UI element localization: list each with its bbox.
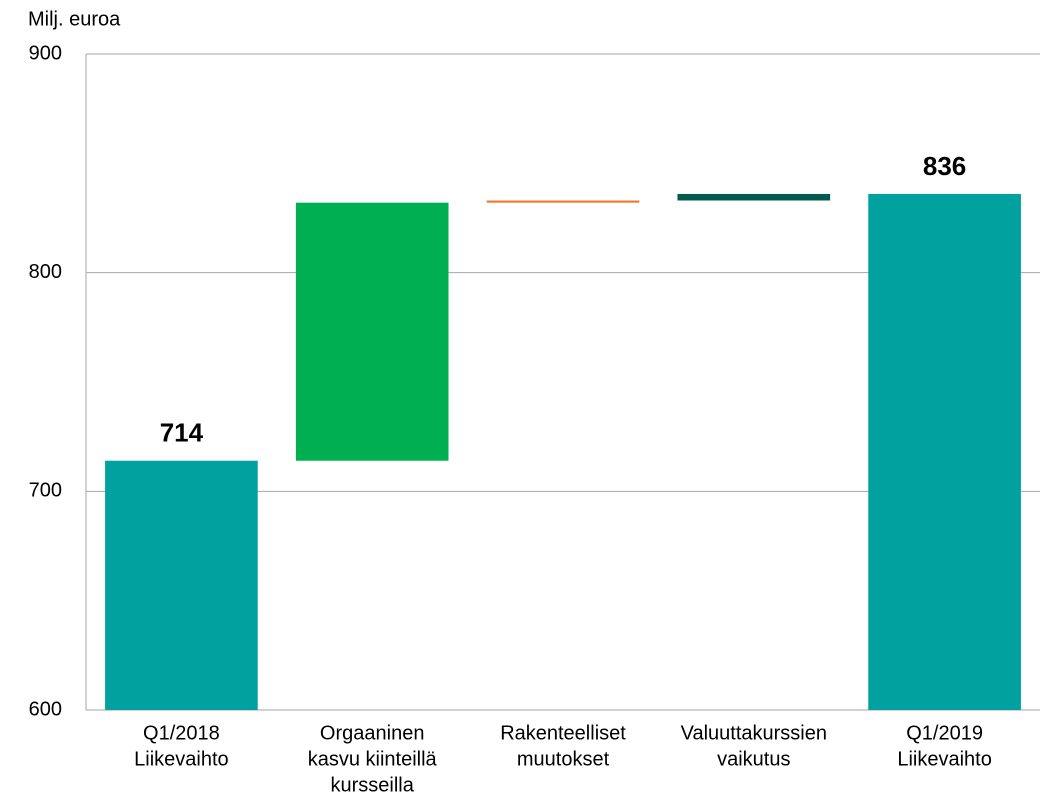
bar — [677, 193, 831, 201]
x-tick-label: muutokset — [517, 748, 610, 770]
y-tick-label: 600 — [29, 698, 62, 720]
data-label: 836 — [923, 151, 966, 181]
x-tick-label: vaikutus — [717, 748, 790, 770]
x-tick-label: Orgaaninen — [320, 722, 425, 744]
x-tick-label: Rakenteelliset — [500, 722, 626, 744]
bar — [105, 460, 258, 710]
x-tick-label: Q1/2019 — [906, 722, 983, 744]
bar — [295, 202, 449, 461]
y-axis-label: Milj. euroa — [28, 8, 121, 30]
y-tick-label: 700 — [29, 480, 62, 502]
x-tick-label: Q1/2018 — [143, 722, 220, 744]
bar — [868, 193, 1021, 711]
x-tick-label: kasvu kiinteillä — [308, 748, 438, 770]
y-tick-label: 900 — [29, 42, 62, 64]
x-tick-label: Liikevaihto — [134, 748, 229, 770]
bar — [486, 200, 640, 203]
x-tick-label: kursseilla — [331, 774, 415, 796]
y-tick-label: 800 — [29, 261, 62, 283]
data-label: 714 — [160, 418, 204, 448]
x-tick-label: Valuuttakurssien — [681, 722, 827, 744]
x-tick-label: Liikevaihto — [897, 748, 992, 770]
